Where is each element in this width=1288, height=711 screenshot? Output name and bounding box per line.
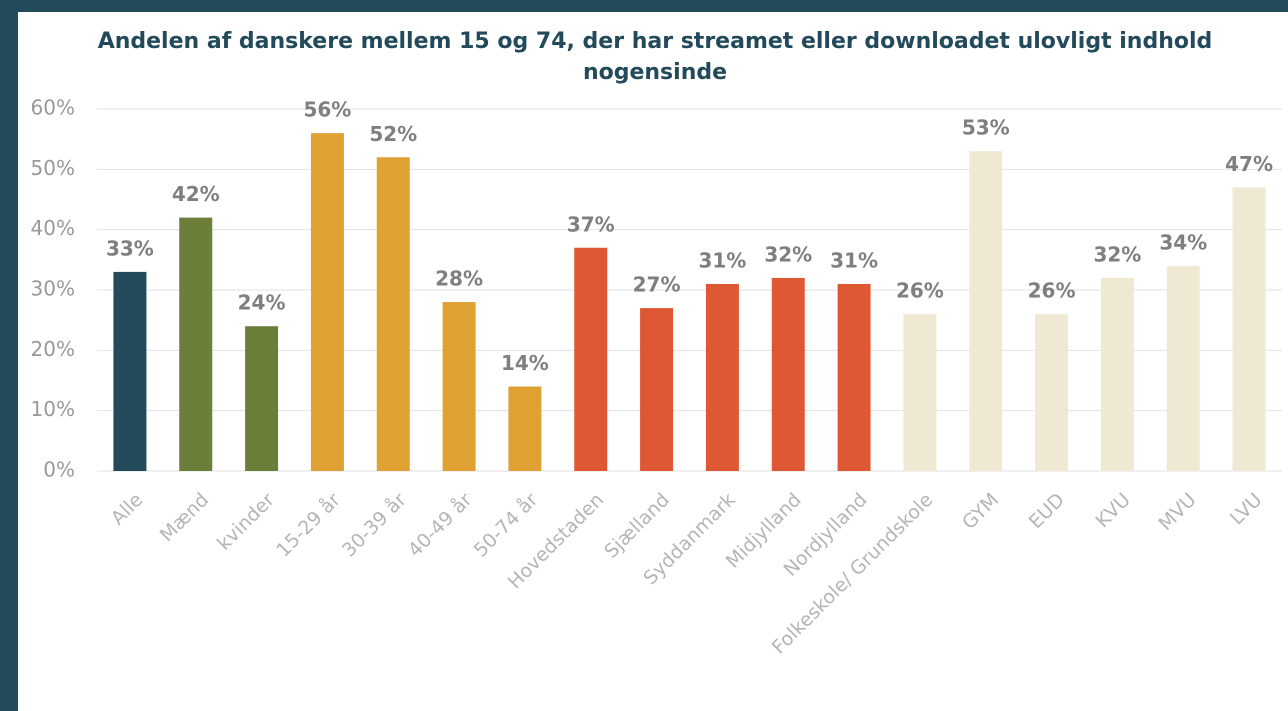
chart-title: Andelen af danskere mellem 15 og 74, der… — [98, 29, 1213, 85]
value-label: 26% — [896, 279, 944, 303]
bar — [310, 133, 344, 471]
bar — [771, 277, 805, 471]
y-tick-label: 50% — [31, 156, 75, 180]
bar — [508, 386, 542, 471]
bar — [113, 271, 147, 471]
bar — [640, 308, 674, 471]
bar — [376, 157, 410, 471]
bar — [969, 151, 1003, 471]
value-label: 37% — [567, 212, 615, 236]
bar — [903, 314, 937, 471]
bar — [245, 326, 279, 471]
top-border — [0, 0, 1288, 12]
bar — [179, 217, 213, 471]
y-tick-label: 10% — [31, 397, 75, 421]
value-label: 47% — [1225, 152, 1273, 176]
value-label: 31% — [830, 248, 878, 272]
y-tick-label: 60% — [31, 96, 75, 120]
y-tick-label: 40% — [31, 216, 75, 240]
y-tick-label: 20% — [31, 337, 75, 361]
value-label: 34% — [1159, 230, 1207, 254]
bar — [705, 283, 739, 471]
value-label: 33% — [106, 236, 154, 260]
y-tick-label: 30% — [31, 277, 75, 301]
value-label: 24% — [238, 291, 286, 315]
bar — [1100, 277, 1134, 471]
value-label: 52% — [369, 122, 417, 146]
value-label: 32% — [1093, 242, 1141, 266]
bar — [574, 247, 608, 471]
bar — [1232, 187, 1266, 471]
bar — [442, 302, 476, 471]
value-label: 42% — [172, 182, 220, 206]
bar — [1166, 265, 1200, 471]
y-tick-label: 0% — [43, 458, 75, 482]
value-label: 56% — [303, 98, 351, 122]
bar — [837, 283, 871, 471]
value-label: 28% — [435, 267, 483, 291]
value-label: 26% — [1028, 279, 1076, 303]
value-label: 14% — [501, 351, 549, 375]
left-border — [0, 0, 18, 711]
value-label: 27% — [633, 273, 681, 297]
value-label: 53% — [962, 116, 1010, 140]
bar — [1035, 314, 1069, 471]
value-label: 31% — [698, 248, 746, 272]
value-label: 32% — [764, 242, 812, 266]
